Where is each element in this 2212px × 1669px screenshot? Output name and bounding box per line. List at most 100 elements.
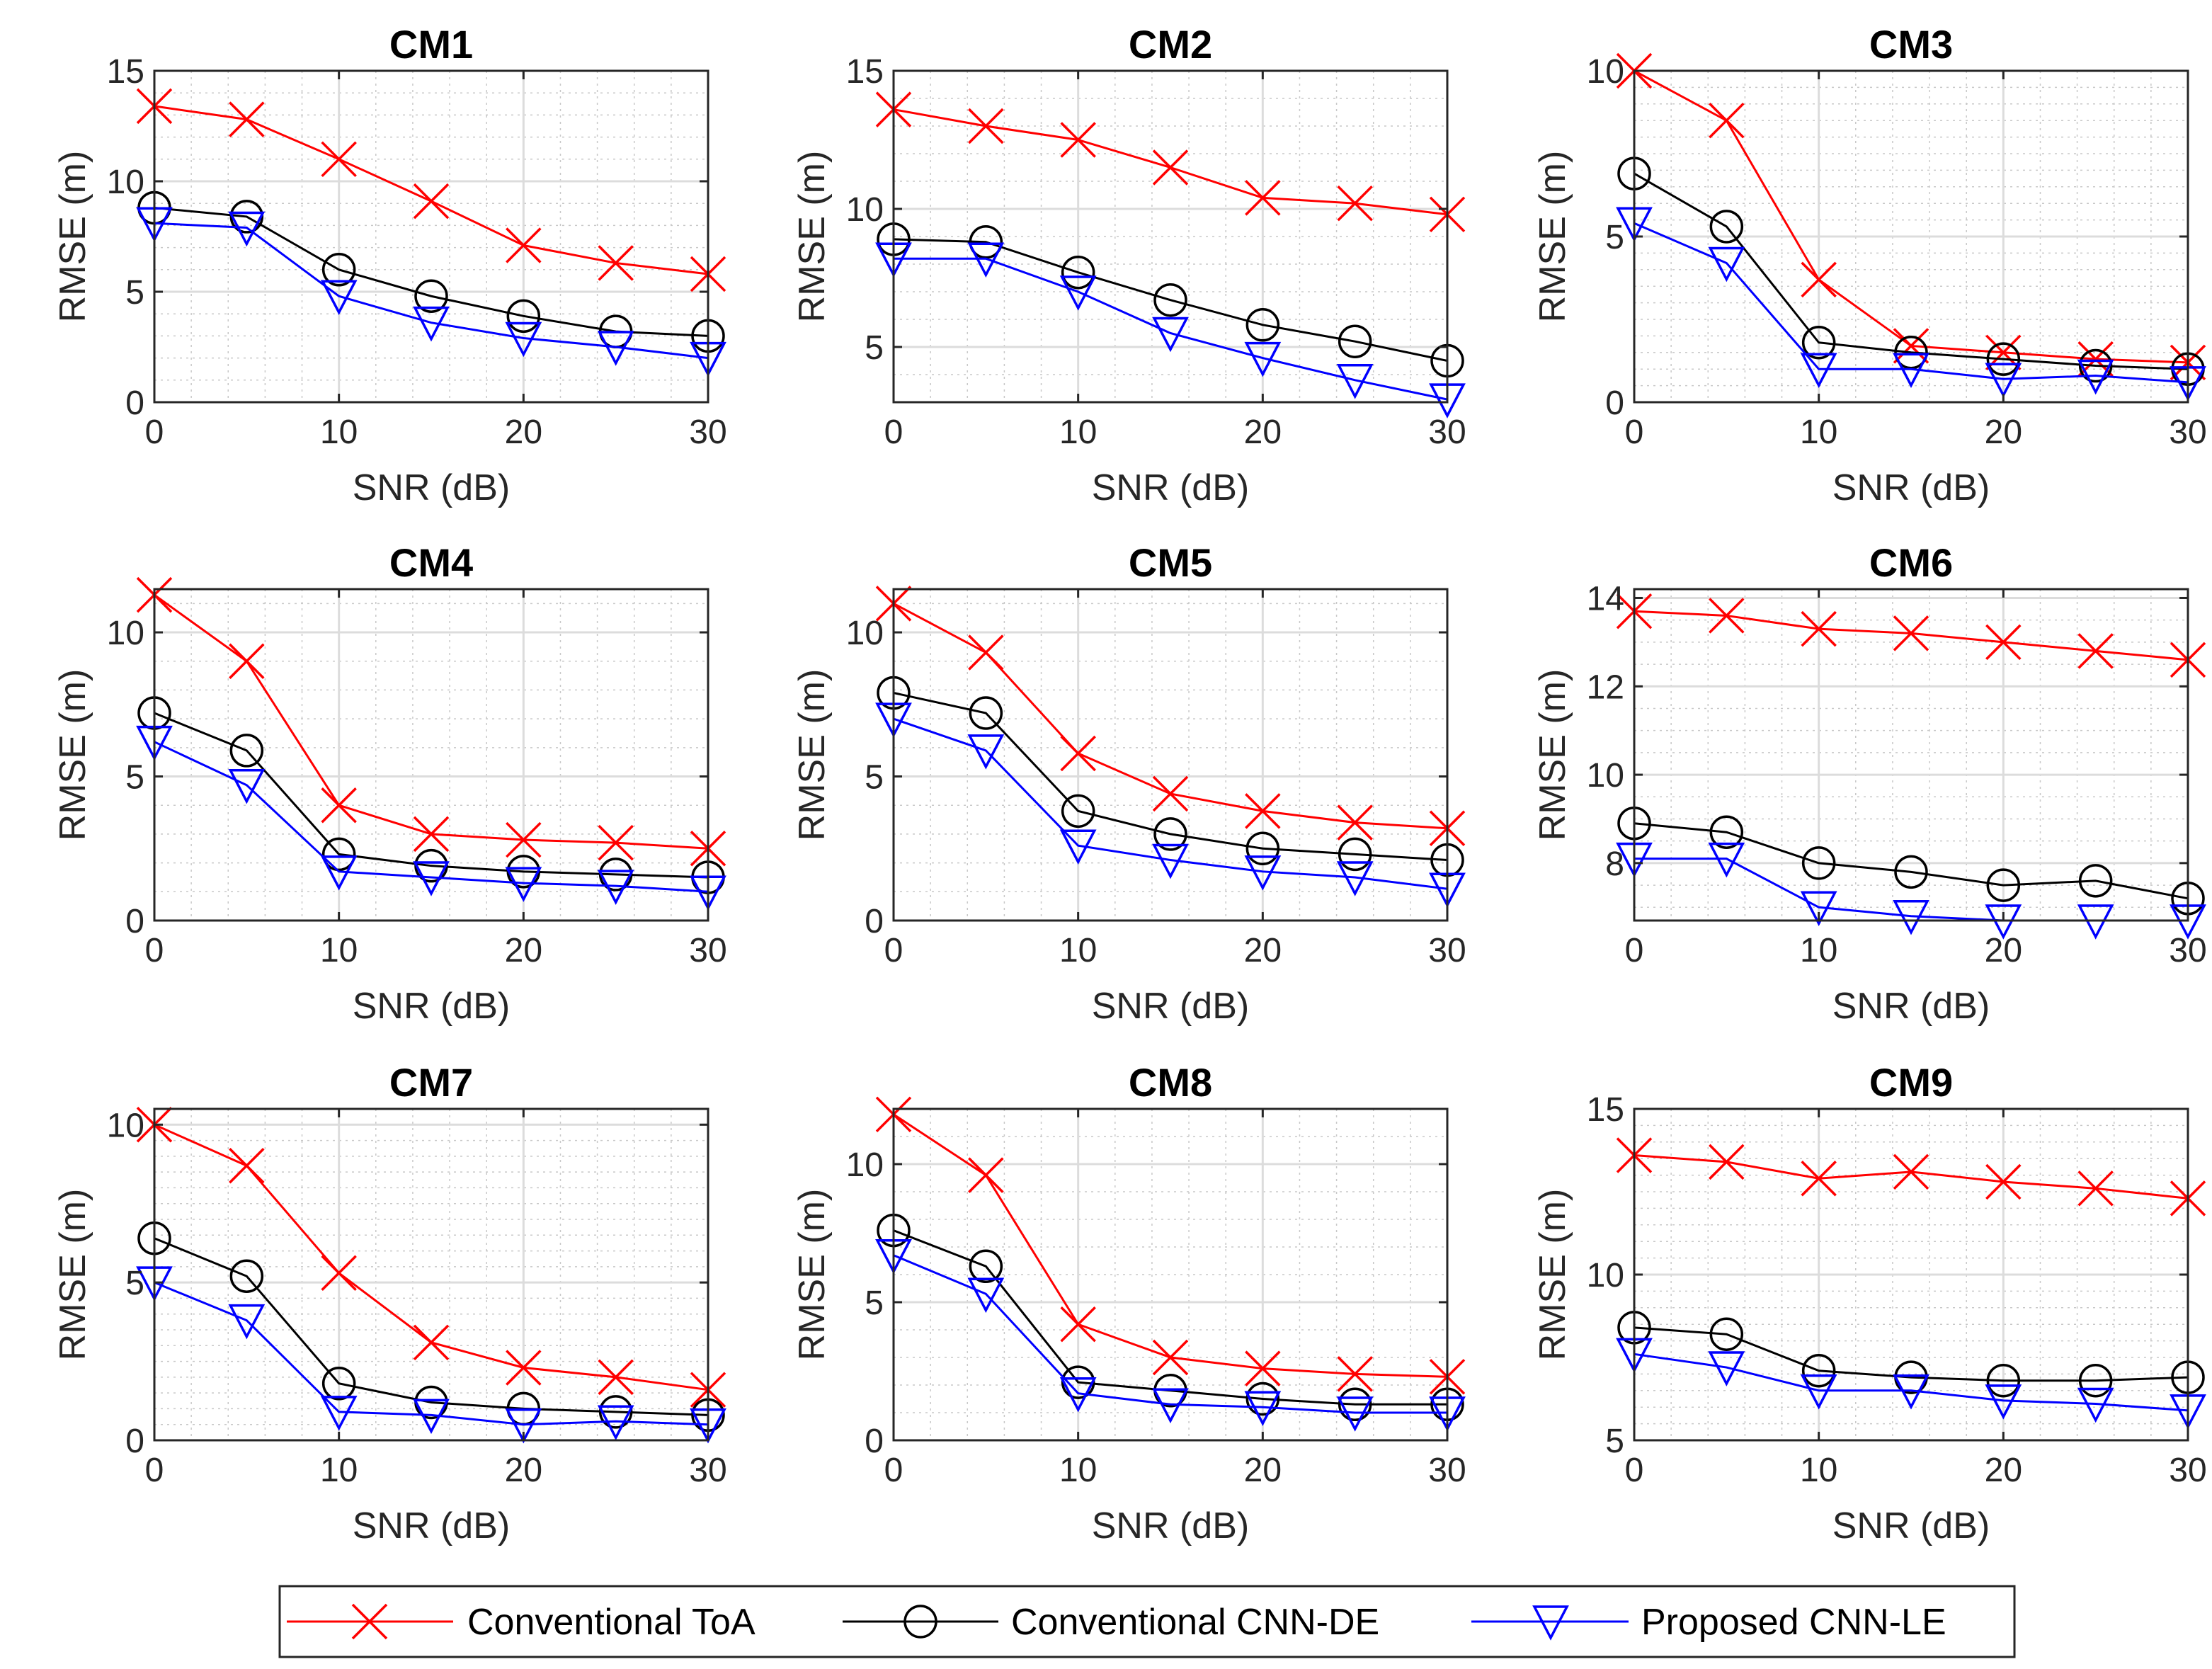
data-point-toa	[229, 643, 265, 679]
data-point-cnn-le	[505, 321, 542, 358]
series-line-cnn-de	[154, 1237, 709, 1416]
chart-title: CM6	[1869, 540, 1953, 585]
x-tick-label: 20	[1985, 1452, 2022, 1489]
x-tick-label: 20	[505, 932, 542, 969]
data-point-cnn-le	[967, 1277, 1005, 1314]
y-tick-label: 5	[865, 1284, 884, 1322]
data-point-toa	[506, 1350, 542, 1386]
x-tick-label: 30	[689, 1452, 726, 1489]
x-tick-label: 0	[1625, 932, 1644, 969]
chart-title: CM4	[389, 540, 473, 585]
triangle-down-marker-icon	[1532, 1605, 1569, 1641]
data-point-toa	[1709, 102, 1745, 139]
axes-box	[892, 588, 1449, 922]
y-tick-label: 5	[865, 759, 884, 797]
series-line-cnn-de	[154, 712, 709, 879]
data-point-cnn-le	[1800, 1374, 1837, 1410]
data-point-cnn-le	[1708, 246, 1745, 283]
x-axis-label: SNR (dB)	[1092, 986, 1249, 1027]
chart-title: CM7	[389, 1060, 473, 1105]
data-point-cnn-le	[1152, 843, 1189, 879]
data-point-cnn-de	[229, 1259, 264, 1293]
data-point-toa	[968, 634, 1004, 671]
data-point-toa	[1893, 1154, 1929, 1190]
legend-item-cnn-de: Conventional CNN-DE	[843, 1602, 1379, 1643]
data-point-cnn-le	[1336, 861, 1374, 896]
data-point-cnn-de	[1709, 815, 1744, 849]
y-tick-label: 10	[107, 1107, 144, 1144]
data-point-cnn-le	[413, 306, 450, 342]
data-point-cnn-le	[228, 768, 266, 804]
x-tick-label: 30	[689, 932, 726, 969]
legend: Conventional ToA Conventional CNN-DE Pro…	[278, 1585, 2016, 1658]
data-point-cnn-de	[1338, 837, 1372, 872]
data-point-toa	[1893, 328, 1929, 364]
chart-title: CM8	[1129, 1060, 1212, 1105]
data-point-cnn-de	[598, 1395, 633, 1429]
data-point-cnn-le	[1336, 1396, 1374, 1432]
data-point-cnn-le	[597, 331, 634, 366]
y-tick-label: 5	[125, 1265, 144, 1302]
data-point-toa	[506, 821, 542, 858]
y-tick-label: 0	[125, 903, 144, 940]
x-tick-label: 10	[1800, 1452, 1837, 1489]
data-point-toa	[1245, 1350, 1281, 1386]
axes-box	[153, 588, 709, 922]
data-point-cnn-de	[1709, 210, 1744, 244]
data-point-toa	[1152, 1339, 1189, 1376]
data-point-toa	[1337, 185, 1373, 222]
chart-cm8: 0 10 20 30 0 5 10 CM8 SNR (dB) RMSE (m)	[792, 1060, 1466, 1546]
data-point-toa	[1985, 624, 2022, 661]
data-point-cnn-le	[1800, 353, 1837, 388]
y-axis-label: RMSE (m)	[1532, 1189, 1573, 1361]
data-point-toa	[506, 227, 542, 263]
x-tick-label: 10	[1059, 932, 1097, 969]
axes-box	[892, 1107, 1449, 1442]
chart-cm2: 0 10 20 30 5 10 15 CM2 SNR (dB) RMSE (m)	[792, 22, 1466, 508]
data-point-cnn-le	[1800, 891, 1837, 927]
series-line-cnn-de	[1634, 822, 2189, 900]
legend-item-cnn-le: Proposed CNN-LE	[1471, 1602, 1946, 1643]
legend-label-cnn-de: Conventional CNN-DE	[1011, 1602, 1379, 1643]
data-point-cnn-de	[1153, 283, 1187, 317]
data-point-toa	[968, 1157, 1004, 1193]
x-axis-label: SNR (dB)	[353, 986, 510, 1027]
data-point-cnn-de	[321, 1367, 356, 1401]
data-point-cnn-le	[1893, 900, 1929, 935]
circle-marker-icon	[903, 1605, 937, 1639]
y-tick-label: 0	[125, 385, 144, 422]
y-tick-label: 0	[865, 903, 884, 940]
x-axis-label: SNR (dB)	[1832, 467, 1990, 508]
y-tick-label: 5	[1605, 219, 1624, 256]
x-tick-label: 20	[1244, 1452, 1282, 1489]
x-tick-label: 10	[1059, 414, 1097, 451]
x-tick-label: 30	[1428, 932, 1466, 969]
y-tick-label: 10	[107, 615, 144, 652]
axes-box	[892, 69, 1449, 404]
data-point-cnn-de	[1709, 1317, 1744, 1351]
data-point-cnn-de	[1245, 1382, 1280, 1416]
y-tick-label: 10	[846, 1146, 884, 1184]
data-point-cnn-de	[506, 299, 541, 334]
y-tick-label: 10	[846, 615, 884, 652]
data-point-toa	[968, 108, 1004, 144]
data-point-toa	[1060, 735, 1096, 772]
data-point-toa	[229, 101, 265, 137]
y-axis-label: RMSE (m)	[1532, 669, 1573, 841]
chart-cm5: 0 10 20 30 0 5 10 CM5 SNR (dB) RMSE (m)	[792, 540, 1466, 1027]
data-point-cnn-le	[1244, 1391, 1282, 1426]
x-axis-label: SNR (dB)	[1832, 1505, 1990, 1546]
series-line-cnn-de	[1634, 1326, 2189, 1382]
x-tick-label: 10	[1800, 414, 1837, 451]
x-tick-label: 10	[320, 1452, 358, 1489]
data-point-toa	[2077, 633, 2114, 669]
y-axis-label: RMSE (m)	[52, 1189, 93, 1361]
x-axis-label: SNR (dB)	[353, 467, 510, 508]
chart-cm9: 0 10 20 30 5 10 15 CM9 SNR (dB) RMSE (m)	[1532, 1060, 2207, 1546]
data-point-toa	[2077, 1170, 2114, 1207]
data-point-cnn-de	[969, 696, 1003, 730]
data-point-toa	[1801, 1161, 1837, 1197]
data-point-toa	[598, 824, 634, 861]
x-tick-label: 20	[1244, 414, 1282, 451]
